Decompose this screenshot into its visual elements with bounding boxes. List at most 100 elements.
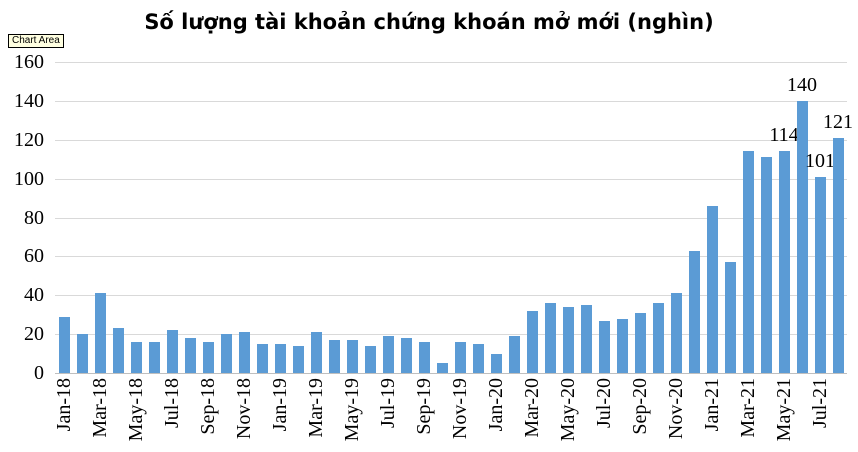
x-tick-label: Jan-18 xyxy=(53,378,75,432)
bar-slot xyxy=(181,62,199,373)
bar-Jul-21[interactable] xyxy=(814,176,826,373)
chart-title[interactable]: Số lượng tài khoản chứng khoán mở mới (n… xyxy=(144,10,714,34)
bar-Mar-20[interactable] xyxy=(526,310,538,373)
bar-slot: 101 xyxy=(805,62,835,373)
y-tick-label: 60 xyxy=(24,245,44,268)
bar-Jan-19[interactable] xyxy=(274,343,286,373)
x-tick-label: Jan-20 xyxy=(485,378,507,432)
bar-Oct-20[interactable] xyxy=(652,303,664,373)
y-tick-label: 0 xyxy=(34,362,44,384)
x-tick-label: May-21 xyxy=(773,378,795,442)
bar-slot xyxy=(559,62,577,373)
gridline xyxy=(55,256,847,258)
y-tick-label: 40 xyxy=(24,284,44,307)
gridline xyxy=(55,295,847,297)
bar-Jun-18[interactable] xyxy=(148,341,160,373)
bar-Aug-21[interactable] xyxy=(832,137,844,373)
y-tick-label: 20 xyxy=(24,323,44,346)
bar-slot xyxy=(289,62,307,373)
x-tick-label: Nov-18 xyxy=(233,378,255,440)
bar-Dec-19[interactable] xyxy=(472,343,484,373)
bar-Feb-21[interactable] xyxy=(724,262,736,373)
bar-Nov-18[interactable] xyxy=(238,332,250,373)
plot-area[interactable]: 114 140 101 121 xyxy=(55,62,853,374)
bar-Feb-18[interactable] xyxy=(76,334,88,373)
bar-data-label: 114 xyxy=(769,124,799,147)
bar-Jun-19[interactable] xyxy=(364,345,376,373)
x-tick-label: Mar-20 xyxy=(521,378,543,438)
x-tick-label: Jul-19 xyxy=(377,378,399,428)
bar-Dec-18[interactable] xyxy=(256,343,268,373)
bar-Aug-18[interactable] xyxy=(184,338,196,373)
bar-data-label: 101 xyxy=(805,149,835,172)
bar-Aug-20[interactable] xyxy=(616,318,628,373)
y-tick-label: 140 xyxy=(14,89,44,112)
bar-May-19[interactable] xyxy=(346,339,358,373)
bar-Apr-20[interactable] xyxy=(544,303,556,373)
gridline xyxy=(55,100,847,102)
bar-May-20[interactable] xyxy=(562,306,574,373)
bar-Apr-21[interactable] xyxy=(760,157,772,373)
bar-slot xyxy=(739,62,757,373)
bar-Feb-20[interactable] xyxy=(508,336,520,373)
chart-area-tooltip-label: Chart Area xyxy=(12,35,60,46)
bar-Jan-18[interactable] xyxy=(58,316,70,373)
bar-Aug-19[interactable] xyxy=(400,338,412,373)
bar-slot xyxy=(127,62,145,373)
bar-Oct-19[interactable] xyxy=(436,363,448,373)
x-tick-label: Jan-19 xyxy=(269,378,291,432)
bar-slot xyxy=(397,62,415,373)
x-tick-label: Nov-20 xyxy=(665,378,687,440)
bar-slot xyxy=(415,62,433,373)
bar-slot xyxy=(631,62,649,373)
bar-Mar-18[interactable] xyxy=(94,293,106,373)
bar-slot xyxy=(667,62,685,373)
bar-slot xyxy=(469,62,487,373)
bar-May-18[interactable] xyxy=(130,341,142,373)
bar-slot xyxy=(307,62,325,373)
bar-Mar-21[interactable] xyxy=(742,151,754,373)
x-tick-label: Jul-18 xyxy=(161,378,183,428)
x-tick-label: Mar-18 xyxy=(89,378,111,438)
bar-Oct-18[interactable] xyxy=(220,334,232,373)
bar-slot: 114 xyxy=(769,62,799,373)
bar-Jun-20[interactable] xyxy=(580,304,592,373)
bar-slot xyxy=(145,62,163,373)
bar-Jul-19[interactable] xyxy=(382,336,394,373)
bar-slot xyxy=(91,62,109,373)
y-tick-label: 160 xyxy=(14,51,44,73)
bar-slot xyxy=(433,62,451,373)
gridline xyxy=(55,178,847,180)
bar-Dec-20[interactable] xyxy=(688,250,700,373)
bar-slot xyxy=(505,62,523,373)
bar-slot: 121 xyxy=(823,62,853,373)
bar-Sep-19[interactable] xyxy=(418,341,430,373)
bar-Jul-20[interactable] xyxy=(598,320,610,373)
bar-slot xyxy=(757,62,775,373)
bar-Apr-18[interactable] xyxy=(112,328,124,373)
bar-slot xyxy=(163,62,181,373)
bar-slot xyxy=(271,62,289,373)
bar-May-21[interactable] xyxy=(778,151,790,373)
bar-Nov-19[interactable] xyxy=(454,341,466,373)
bar-Jan-21[interactable] xyxy=(706,205,718,373)
bar-slot xyxy=(109,62,127,373)
bar-Apr-19[interactable] xyxy=(328,339,340,373)
bar-Mar-19[interactable] xyxy=(310,332,322,373)
bar-Jan-20[interactable] xyxy=(490,353,502,373)
bar-Feb-19[interactable] xyxy=(292,345,304,373)
bar-Nov-20[interactable] xyxy=(670,293,682,373)
bar-slot xyxy=(253,62,271,373)
x-tick-label: Jan-21 xyxy=(701,378,723,432)
bar-Jul-18[interactable] xyxy=(166,330,178,373)
bar-Sep-20[interactable] xyxy=(634,312,646,373)
bar-Sep-18[interactable] xyxy=(202,341,214,373)
bar-slot xyxy=(685,62,703,373)
gridline xyxy=(55,139,847,141)
x-tick-label: Jul-20 xyxy=(593,378,615,428)
bar-Jun-21[interactable] xyxy=(796,100,808,373)
bar-data-label: 121 xyxy=(823,110,853,133)
